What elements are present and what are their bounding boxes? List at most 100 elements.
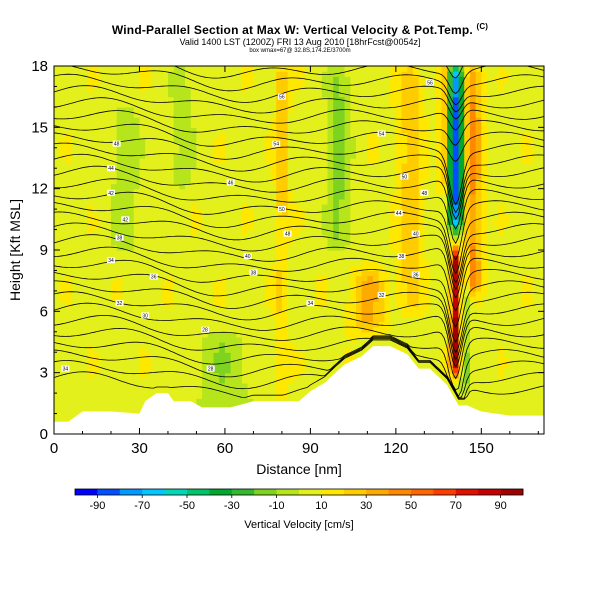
heat-cell xyxy=(276,280,283,287)
heat-cell xyxy=(122,398,129,404)
heat-cell xyxy=(99,377,106,384)
heat-cell xyxy=(236,147,243,154)
heat-cell xyxy=(139,398,146,404)
heat-cell xyxy=(321,147,329,154)
heat-cell xyxy=(384,250,391,256)
heat-cell xyxy=(378,265,386,272)
heat-cell xyxy=(190,173,198,180)
heat-cell xyxy=(407,260,414,266)
heat-cell xyxy=(190,229,198,236)
heat-cell xyxy=(236,285,243,292)
heat-cell xyxy=(139,296,146,302)
heat-cell xyxy=(247,86,255,93)
heat-cell xyxy=(110,158,118,164)
heat-cell xyxy=(355,270,363,277)
heat-cell xyxy=(378,331,386,338)
heat-cell xyxy=(167,86,175,93)
heat-cell xyxy=(287,198,294,205)
heat-cell xyxy=(213,336,220,343)
heat-cell xyxy=(185,117,192,123)
heat-cell xyxy=(310,311,317,318)
heat-cell xyxy=(93,398,101,404)
heat-cell xyxy=(316,198,323,205)
heat-cell xyxy=(219,66,226,72)
heat-cell xyxy=(299,163,306,169)
heat-cell xyxy=(65,193,72,200)
heat-cell xyxy=(310,76,317,82)
heat-cell xyxy=(185,280,192,287)
heat-cell xyxy=(185,321,192,328)
heat-cell xyxy=(395,331,403,338)
heat-cell xyxy=(395,163,403,169)
heat-cell xyxy=(253,239,260,246)
heat-cell xyxy=(88,106,95,113)
heat-cell xyxy=(270,260,277,266)
heat-cell xyxy=(316,81,323,88)
heat-cell xyxy=(367,163,374,169)
heat-cell xyxy=(361,280,368,287)
heat-cell xyxy=(264,377,272,384)
heat-cell xyxy=(116,239,123,246)
heat-cell xyxy=(179,168,186,174)
heat-cell xyxy=(162,101,169,108)
heat-cell xyxy=(401,147,408,154)
heat-cell xyxy=(105,81,112,88)
heat-cell xyxy=(133,132,141,139)
heat-cell xyxy=(88,255,95,261)
heat-cell xyxy=(128,357,135,364)
heat-cell xyxy=(213,91,220,98)
heat-cell xyxy=(304,255,311,261)
heat-cell xyxy=(276,377,283,384)
heat-cell xyxy=(264,71,272,77)
heat-cell xyxy=(93,372,101,379)
heat-cell xyxy=(344,234,351,241)
heat-cell xyxy=(116,367,123,374)
heat-cell xyxy=(293,362,300,369)
heat-cell xyxy=(424,255,431,261)
heat-cell xyxy=(316,275,323,282)
heat-cell xyxy=(93,342,101,348)
heat-cell xyxy=(105,91,112,98)
heat-cell xyxy=(327,127,334,134)
heat-cell xyxy=(321,347,329,353)
heat-cell xyxy=(213,81,220,88)
heat-cell xyxy=(270,86,277,93)
heat-cell xyxy=(224,66,232,72)
heat-cell xyxy=(373,86,380,93)
heat-cell xyxy=(287,219,294,226)
heat-cell xyxy=(82,106,89,113)
heat-cell xyxy=(202,193,209,200)
heat-cell xyxy=(105,178,112,185)
heat-cell xyxy=(259,106,266,113)
heat-cell xyxy=(350,76,357,82)
heat-cell xyxy=(145,290,152,297)
heat-cell xyxy=(418,265,425,272)
heat-cell xyxy=(401,117,408,123)
heat-cell xyxy=(395,193,403,200)
heat-cell xyxy=(401,81,408,88)
heat-cell xyxy=(150,214,158,220)
heat-cell xyxy=(418,255,425,261)
heat-cell xyxy=(281,178,289,185)
heat-cell xyxy=(156,316,163,323)
heat-cell xyxy=(173,265,180,272)
heat-cell xyxy=(264,183,272,190)
heat-cell xyxy=(54,290,61,297)
heat-cell xyxy=(219,158,226,164)
heat-cell xyxy=(395,342,403,348)
heat-cell xyxy=(338,147,346,154)
heat-cell xyxy=(242,173,249,180)
heat-cell xyxy=(367,285,374,292)
heat-cell xyxy=(122,198,129,205)
heat-cell xyxy=(59,204,66,210)
heat-cell xyxy=(179,255,186,261)
heat-cell xyxy=(390,142,397,149)
heat-cell xyxy=(179,244,186,251)
heat-cell xyxy=(71,275,78,282)
heat-cell xyxy=(259,336,266,343)
heat-cell xyxy=(327,106,334,113)
heat-cell xyxy=(219,183,226,190)
heat-cell xyxy=(116,362,123,369)
heat-cell xyxy=(321,290,329,297)
heat-cell xyxy=(236,112,243,118)
